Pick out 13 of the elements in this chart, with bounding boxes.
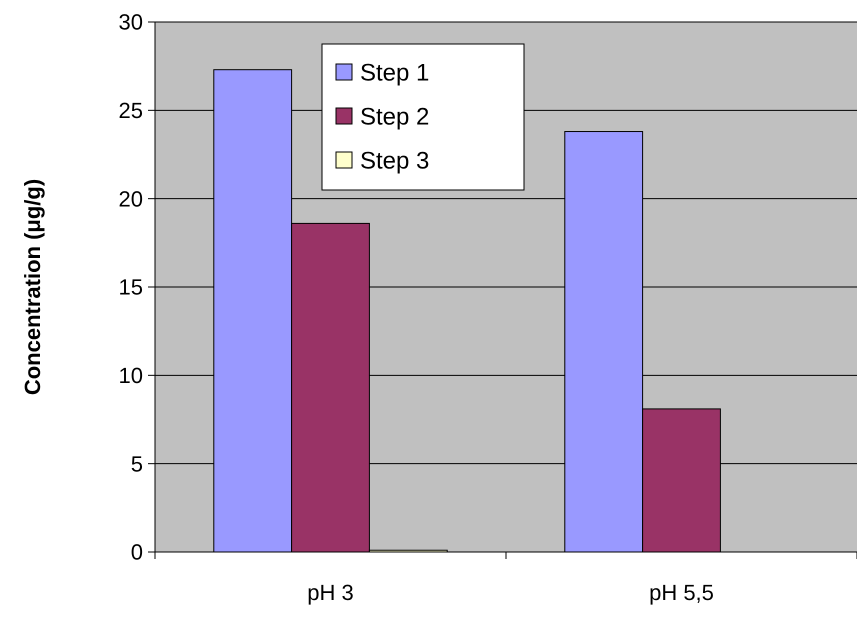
legend-label: Step 1 xyxy=(360,59,430,86)
y-tick-label: 15 xyxy=(118,274,143,300)
legend-label: Step 3 xyxy=(360,147,430,174)
x-tick-label: pH 5,5 xyxy=(649,580,714,605)
y-tick-label: 30 xyxy=(118,10,143,35)
y-tick-label: 5 xyxy=(130,451,143,476)
y-axis-title: Concentration (μg/g) xyxy=(20,178,45,396)
legend-label: Step 2 xyxy=(360,103,430,130)
x-tick-label: pH 3 xyxy=(307,580,354,605)
y-tick-label: 20 xyxy=(118,186,143,212)
y-tick-label: 10 xyxy=(118,363,143,388)
y-tick-label: 25 xyxy=(118,98,143,124)
y-tick-label: 0 xyxy=(130,540,143,565)
